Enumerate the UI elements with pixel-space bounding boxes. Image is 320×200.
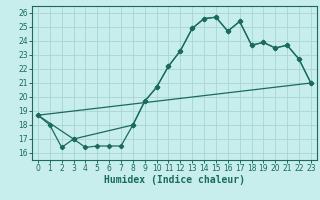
X-axis label: Humidex (Indice chaleur): Humidex (Indice chaleur) [104,175,245,185]
